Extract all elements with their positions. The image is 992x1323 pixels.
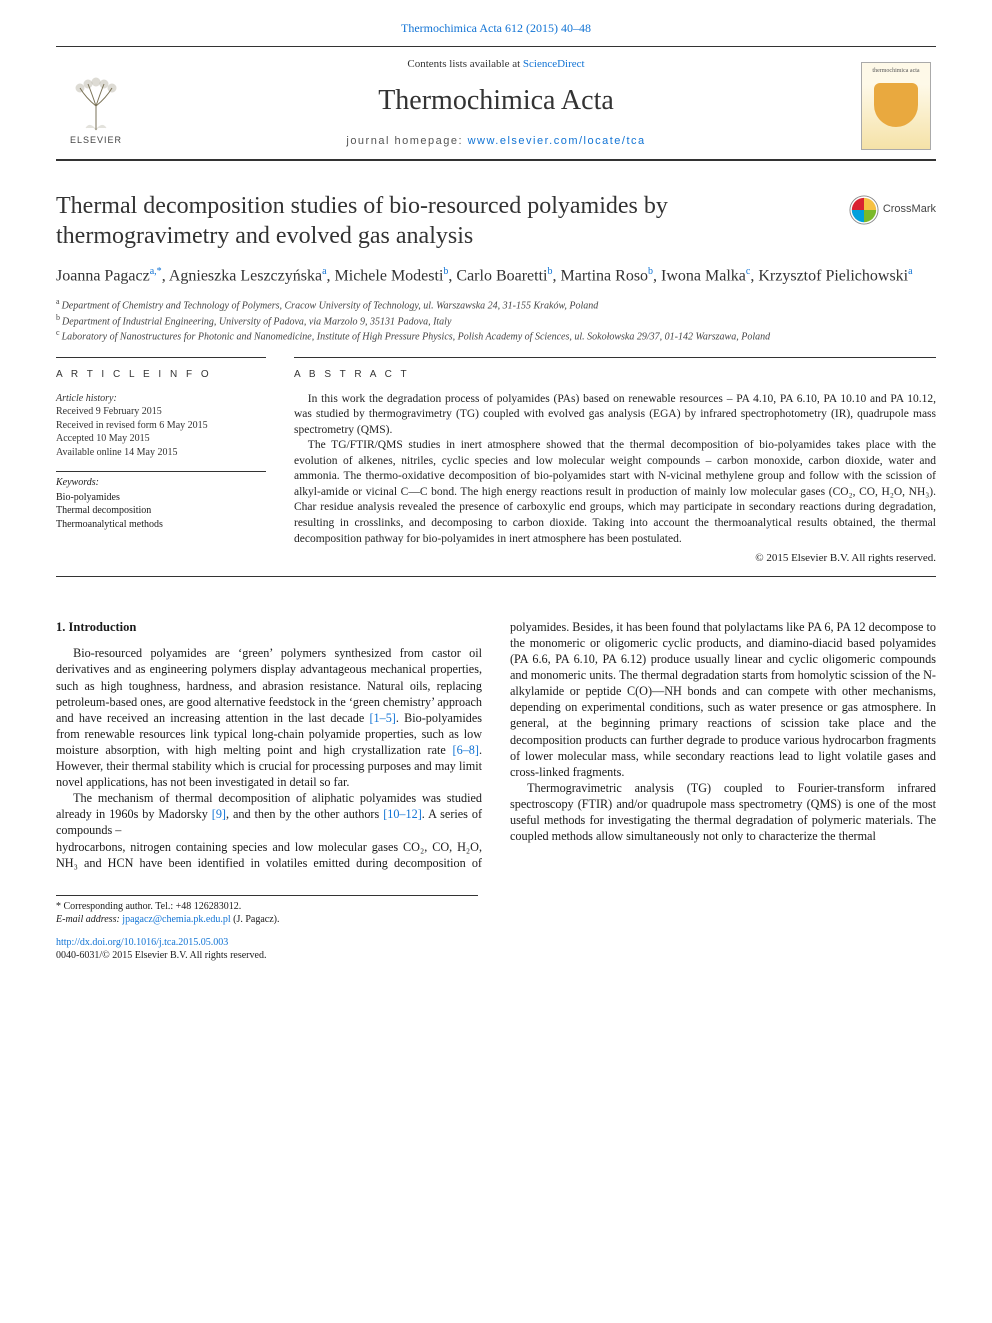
- crossmark-label: CrossMark: [883, 202, 936, 217]
- keyword: Bio-polyamides: [56, 491, 266, 505]
- keyword: Thermal decomposition: [56, 504, 266, 518]
- sciencedirect-link[interactable]: ScienceDirect: [523, 58, 585, 70]
- publisher-logo: ELSEVIER: [56, 53, 136, 158]
- issue-reference: Thermochimica Acta 612 (2015) 40–48: [56, 20, 936, 36]
- article-title: Thermal decomposition studies of bio-res…: [56, 191, 835, 251]
- citation-link[interactable]: [9]: [212, 807, 226, 821]
- abstract-copyright: © 2015 Elsevier B.V. All rights reserved…: [294, 551, 936, 566]
- body-columns: 1. Introduction Bio-resourced polyamides…: [56, 619, 936, 871]
- keyword: Thermoanalytical methods: [56, 518, 266, 532]
- citation-link[interactable]: [1–5]: [369, 711, 395, 725]
- body-paragraph: Bio-resourced polyamides are ‘green’ pol…: [56, 645, 482, 790]
- doi-link[interactable]: http://dx.doi.org/10.1016/j.tca.2015.05.…: [56, 937, 228, 948]
- homepage-link[interactable]: www.elsevier.com/locate/tca: [468, 135, 646, 147]
- keywords: Keywords: Bio-polyamides Thermal decompo…: [56, 471, 266, 531]
- cover-title: thermochimica acta: [872, 67, 919, 75]
- page-footer: http://dx.doi.org/10.1016/j.tca.2015.05.…: [56, 936, 936, 962]
- article-history: Article history: Received 9 February 201…: [56, 392, 266, 460]
- issn-line: 0040-6031/© 2015 Elsevier B.V. All right…: [56, 950, 266, 961]
- affiliations: aDepartment of Chemistry and Technology …: [56, 297, 936, 343]
- journal-cover: thermochimica acta: [856, 53, 936, 158]
- abstract-paragraph: In this work the degradation process of …: [294, 392, 936, 439]
- email-link[interactable]: jpagacz@chemia.pk.edu.pl: [122, 914, 230, 925]
- abstract-heading: A B S T R A C T: [294, 357, 936, 382]
- author-list: Joanna Pagacza,*, Agnieszka Leszczyńskaa…: [56, 265, 936, 288]
- journal-header: ELSEVIER Contents lists available at Sci…: [56, 46, 936, 160]
- journal-homepage: journal homepage: www.elsevier.com/locat…: [144, 134, 848, 149]
- article-info: A R T I C L E I N F O Article history: R…: [56, 357, 266, 531]
- info-abstract-block: A R T I C L E I N F O Article history: R…: [56, 357, 936, 566]
- divider: [56, 576, 936, 577]
- journal-title: Thermochimica Acta: [144, 82, 848, 120]
- section-heading: 1. Introduction: [56, 619, 482, 636]
- contents-available: Contents lists available at ScienceDirec…: [144, 57, 848, 72]
- publisher-name: ELSEVIER: [70, 134, 122, 146]
- crossmark-badge[interactable]: CrossMark: [849, 195, 936, 225]
- article-info-heading: A R T I C L E I N F O: [56, 357, 266, 382]
- citation-link[interactable]: [10–12]: [383, 807, 422, 821]
- body-paragraph: Thermogravimetric analysis (TG) coupled …: [510, 780, 936, 844]
- cover-art: [874, 83, 918, 127]
- corresponding-footnote: * Corresponding author. Tel.: +48 126283…: [56, 895, 478, 926]
- abstract-paragraph: The TG/FTIR/QMS studies in inert atmosph…: [294, 438, 936, 547]
- body-paragraph: The mechanism of thermal decomposition o…: [56, 790, 482, 838]
- abstract: A B S T R A C T In this work the degrada…: [294, 357, 936, 566]
- crossmark-icon: [849, 195, 879, 225]
- elsevier-tree-icon: [68, 76, 124, 132]
- citation-link[interactable]: [6–8]: [453, 743, 479, 757]
